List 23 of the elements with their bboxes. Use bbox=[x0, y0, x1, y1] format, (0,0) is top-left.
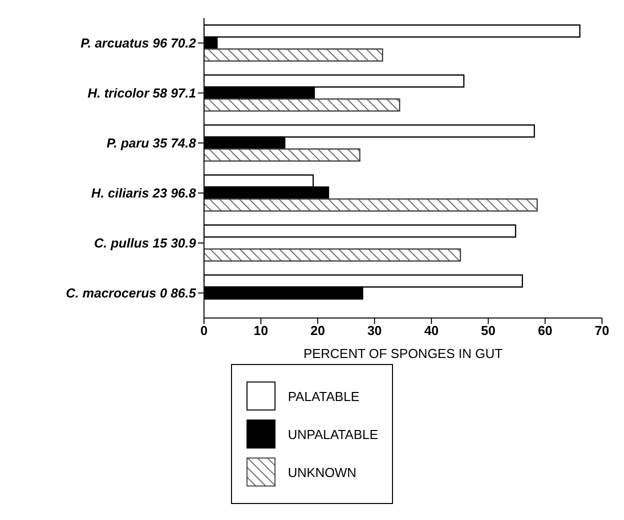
x-tick-label: 50 bbox=[481, 323, 496, 338]
x-tick-label: 20 bbox=[310, 323, 325, 338]
bar bbox=[204, 198, 538, 212]
x-tick-label: 10 bbox=[254, 323, 268, 338]
x-tick-label: 30 bbox=[367, 323, 382, 338]
y-tick-label: C. macrocerus 0 86.5 bbox=[66, 286, 197, 301]
x-tick-label: 70 bbox=[594, 323, 610, 338]
legend-label: PALATABLE bbox=[288, 388, 360, 404]
bar bbox=[204, 48, 384, 62]
x-tick-label: 60 bbox=[538, 323, 552, 338]
x-axis-title: PERCENT OF SPONGES IN GUT bbox=[303, 346, 503, 361]
legend-label: UNKNOWN bbox=[288, 464, 356, 480]
y-tick-label: C. pullus 15 30.9 bbox=[94, 236, 197, 251]
x-tick-label: 0 bbox=[200, 323, 208, 338]
y-tick-label: P. arcuatus 96 70.2 bbox=[80, 36, 197, 51]
bar bbox=[204, 98, 400, 112]
legend-label: UNPALATABLE bbox=[288, 426, 378, 442]
y-tick-label: P. paru 35 74.8 bbox=[106, 136, 197, 151]
y-tick-label: H. tricolor 58 97.1 bbox=[88, 86, 196, 101]
bar bbox=[204, 248, 462, 262]
x-tick-label: 40 bbox=[424, 323, 439, 338]
y-tick-label: H. ciliaris 23 96.8 bbox=[91, 186, 197, 201]
bar bbox=[204, 148, 360, 162]
